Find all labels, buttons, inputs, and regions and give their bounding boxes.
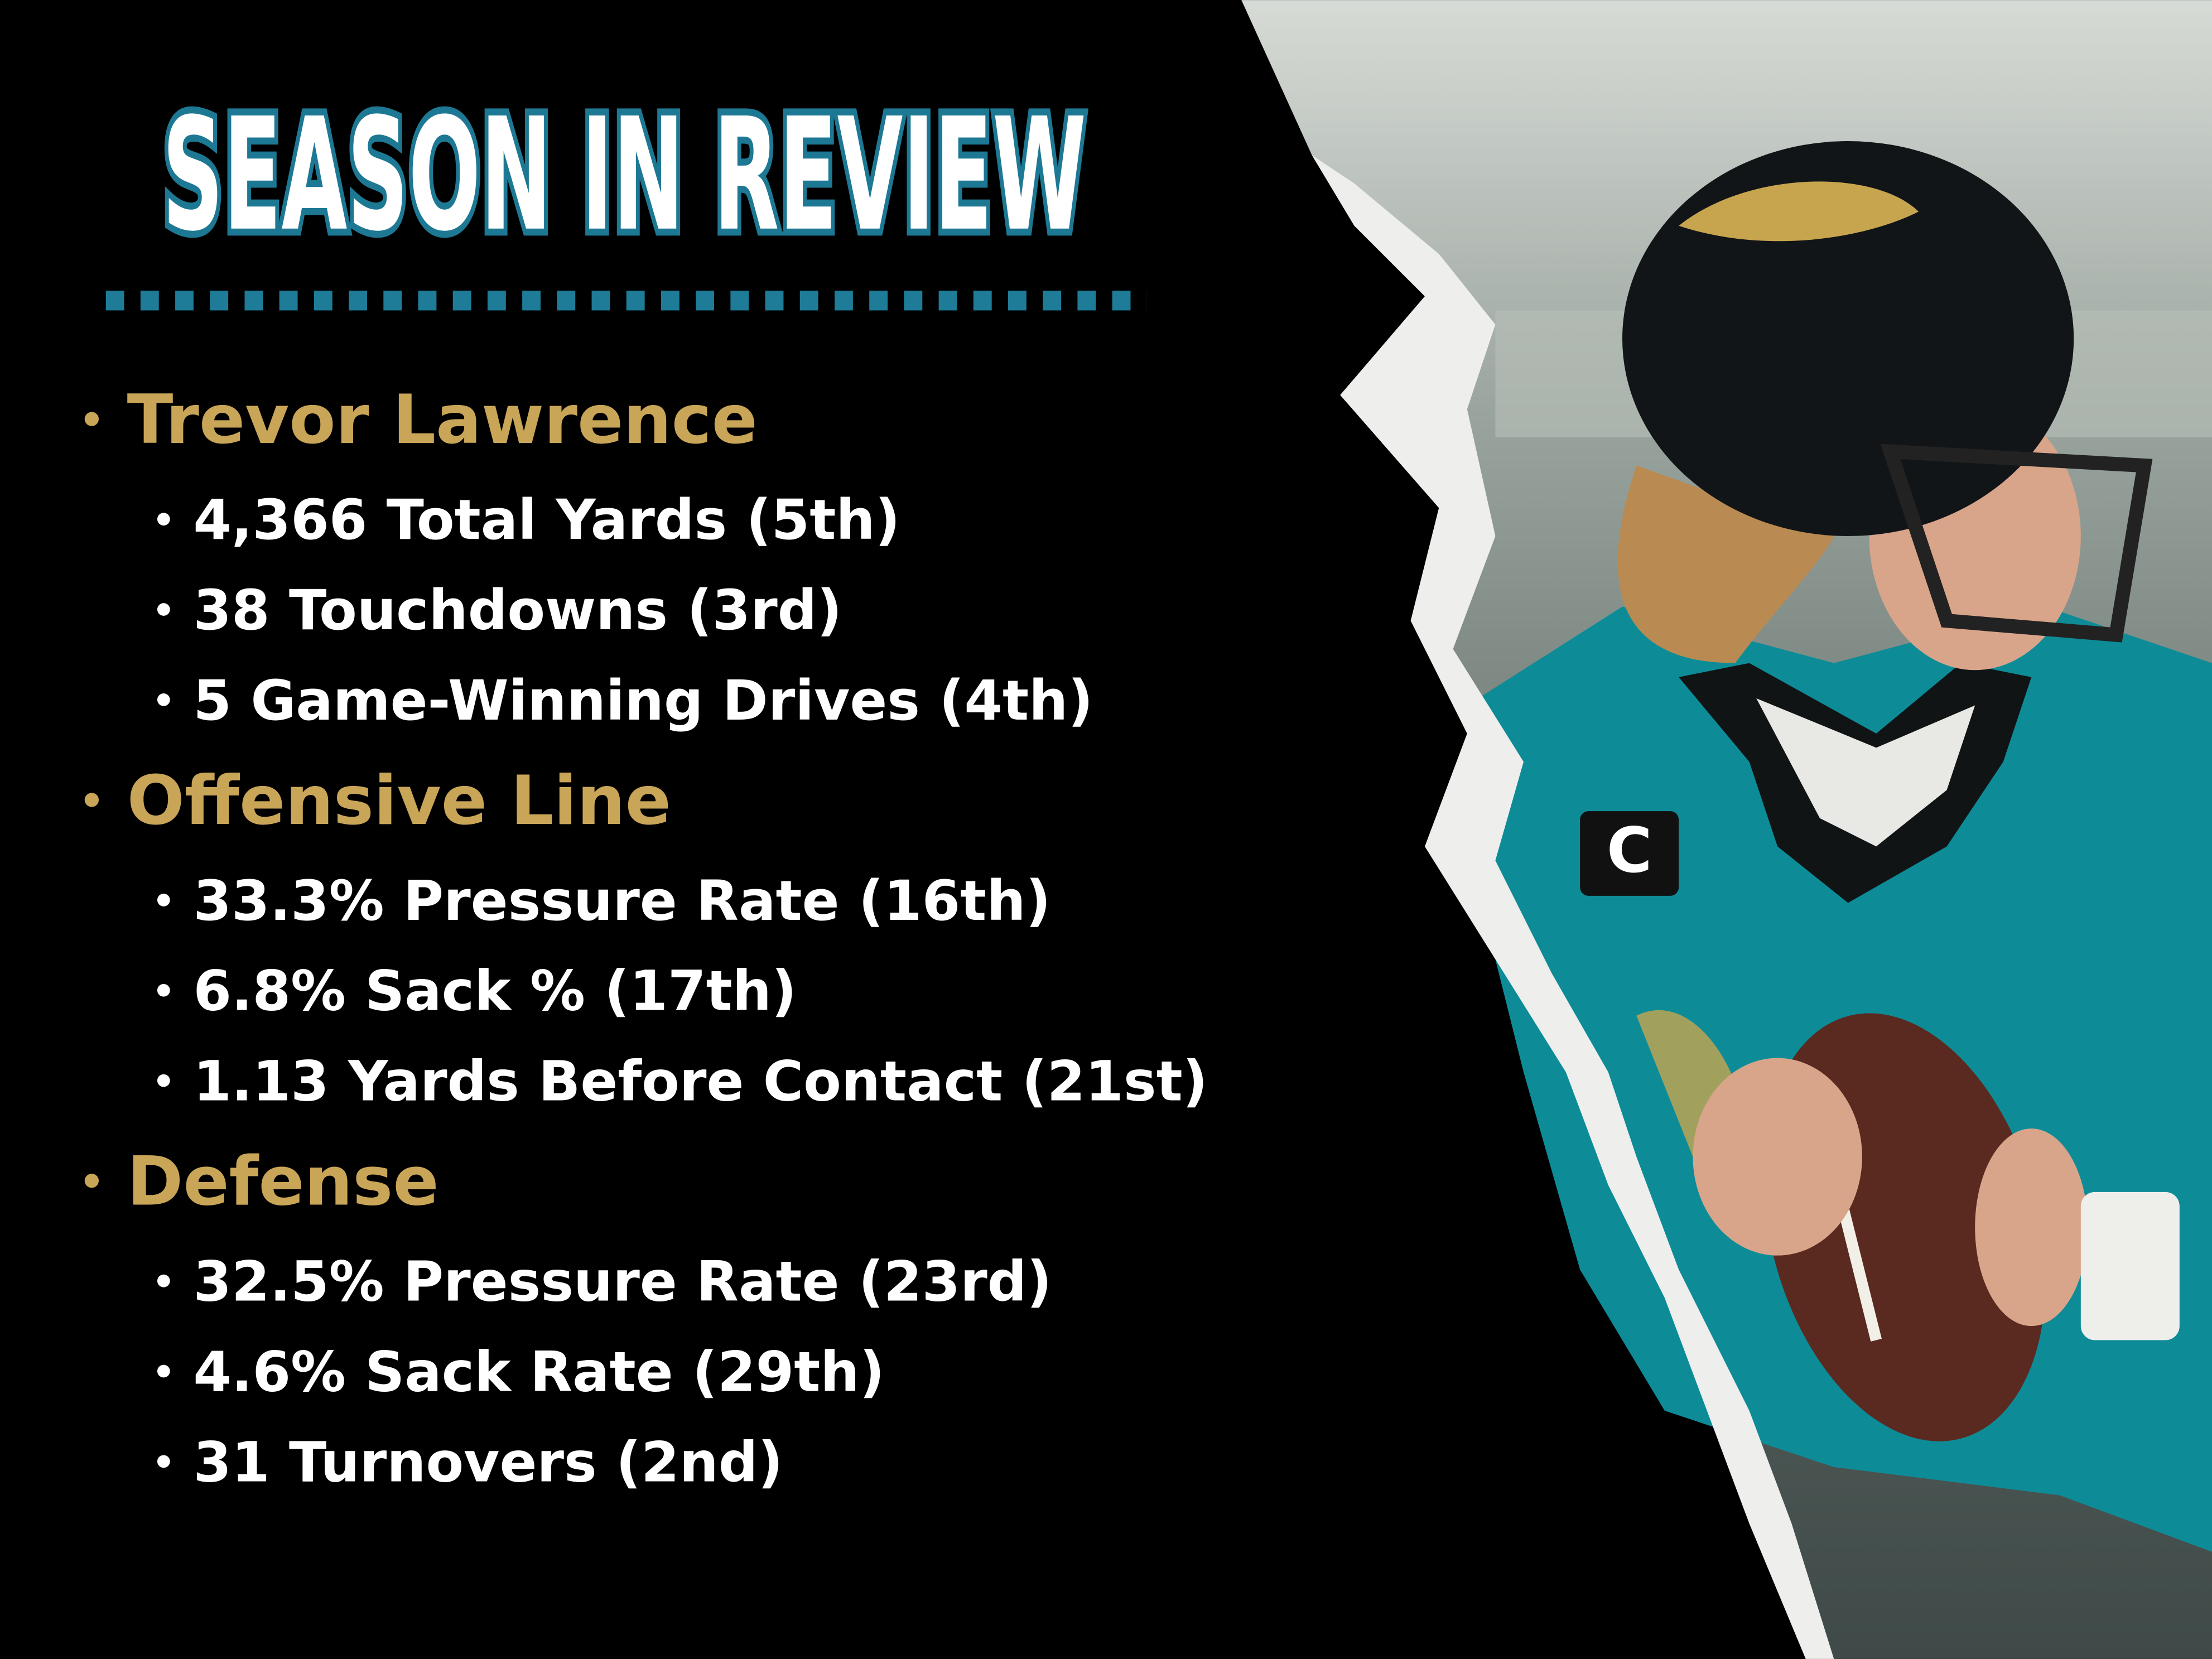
bullet [157,983,170,997]
bullet [84,1174,99,1188]
stat-item: 1.13 Yards Before Contact (21st) [193,1050,1207,1114]
bullet [157,603,170,616]
bullet [84,412,99,426]
stat-item: 4.6% Sack Rate (29th) [193,1340,884,1404]
stat-item: 38 Touchdowns (3rd) [193,578,842,643]
bullet [157,513,170,526]
svg-text:C: C [1607,815,1652,887]
stat-item: 31 Turnovers (2nd) [193,1430,783,1494]
stat-item: 32.5% Pressure Rate (23rd) [193,1250,1052,1314]
bullet [84,793,99,807]
title: SEASON IN REVIEW [162,85,1086,266]
bullet [157,1274,170,1287]
stat-item: 5 Game-Winning Drives (4th) [193,669,1093,733]
bullet [157,1455,170,1468]
stat-item: 33.3% Pressure Rate (16th) [193,869,1050,933]
dash-divider [105,291,1147,311]
stat-item: 4,366 Total Yards (5th) [193,488,900,552]
photo: C [1241,0,2212,1659]
section-heading: Defense [127,1142,439,1221]
bullet [157,1074,170,1087]
section-heading: Trevor Lawrence [127,380,758,459]
bullet [157,693,170,706]
bullet [157,1364,170,1378]
torn-paper [1312,155,1834,1659]
bullet [157,894,170,906]
stat-list: Trevor Lawrence 4,366 Total Yards (5th) 38… [84,380,1208,1494]
stat-item: 6.8% Sack % (17th) [193,959,797,1024]
section-heading: Offensive Line [127,761,671,840]
